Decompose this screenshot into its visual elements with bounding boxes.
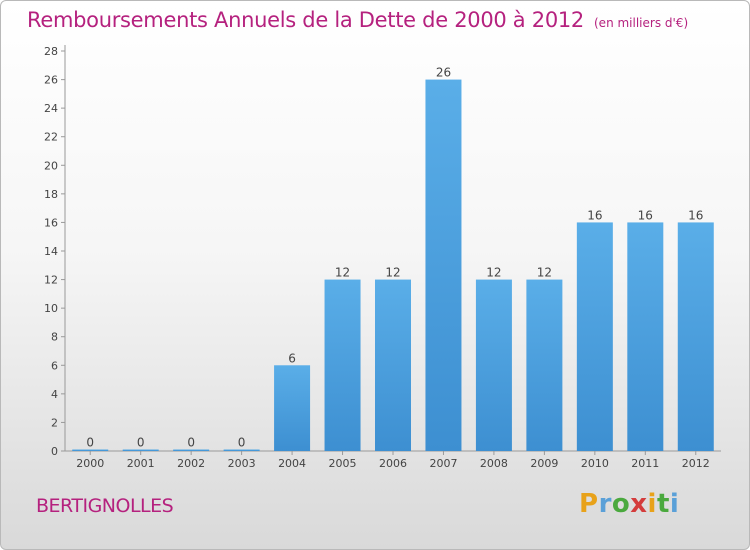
bar: [576, 222, 613, 451]
y-tick-label: 14: [44, 245, 58, 258]
x-tick-label: 2002: [177, 457, 205, 470]
data-label: 12: [537, 266, 552, 280]
x-tick-label: 2005: [329, 457, 357, 470]
x-tick-label: 2010: [581, 457, 609, 470]
y-tick-label: 26: [44, 74, 58, 87]
data-label: 0: [187, 436, 195, 450]
bar: [324, 279, 361, 451]
data-label: 6: [288, 351, 296, 365]
x-tick-label: 2012: [682, 457, 710, 470]
commune-name: BERTIGNOLLES: [36, 495, 174, 517]
bar: [677, 222, 714, 451]
x-tick-label: 2011: [631, 457, 659, 470]
bar: [375, 279, 411, 451]
x-tick-label: 2001: [127, 457, 155, 470]
data-label: 16: [587, 208, 602, 222]
y-tick-label: 10: [44, 302, 58, 315]
logo-letter: x: [630, 489, 648, 519]
bar: [627, 222, 664, 451]
data-label: 16: [688, 208, 703, 222]
chart-title: Remboursements Annuels de la Dette de 20…: [27, 8, 688, 32]
x-tick-label: 2003: [228, 457, 256, 470]
x-tick-label: 2004: [278, 457, 306, 470]
logo-letter: P: [579, 489, 599, 519]
data-label: 0: [137, 436, 145, 450]
bar: [122, 449, 159, 451]
data-label: 16: [638, 208, 653, 222]
x-tick-label: 2009: [530, 457, 558, 470]
y-tick-label: 8: [51, 331, 58, 344]
y-tick-label: 16: [44, 216, 58, 229]
bar: [475, 279, 512, 451]
bar: [425, 79, 462, 452]
y-tick-label: 28: [44, 45, 58, 58]
data-label: 0: [238, 436, 246, 450]
bar: [526, 279, 563, 451]
x-tick-label: 2008: [480, 457, 508, 470]
logo-letter: t: [656, 489, 670, 519]
y-tick-label: 0: [51, 445, 58, 458]
data-label: 12: [385, 266, 400, 280]
data-label: 12: [335, 266, 350, 280]
bar: [173, 449, 210, 451]
y-tick-label: 6: [51, 359, 58, 372]
logo-letter: r: [598, 489, 612, 519]
y-tick-label: 2: [51, 416, 58, 429]
data-label: 26: [436, 66, 451, 80]
bar: [223, 449, 260, 451]
logo-letter: i: [647, 489, 657, 519]
y-tick-label: 4: [51, 388, 58, 401]
y-tick-label: 22: [44, 131, 58, 144]
proxiti-logo: Proxiti: [579, 489, 719, 529]
logo-letter: i: [669, 489, 680, 519]
bar: [274, 365, 311, 451]
logo-letter: o: [611, 489, 631, 519]
x-tick-label: 2007: [429, 457, 457, 470]
y-tick-label: 20: [44, 159, 58, 172]
data-label: 0: [86, 436, 94, 450]
chart-title-unit: (en milliers d'€): [594, 16, 689, 30]
x-tick-label: 2000: [76, 457, 104, 470]
y-tick-label: 12: [44, 274, 58, 287]
chart-title-main: Remboursements Annuels de la Dette de 20…: [27, 8, 584, 32]
y-tick-label: 18: [44, 188, 58, 201]
data-label: 12: [486, 266, 501, 280]
x-tick-label: 2006: [379, 457, 407, 470]
y-tick-label: 24: [44, 102, 58, 115]
bar: [72, 449, 109, 451]
